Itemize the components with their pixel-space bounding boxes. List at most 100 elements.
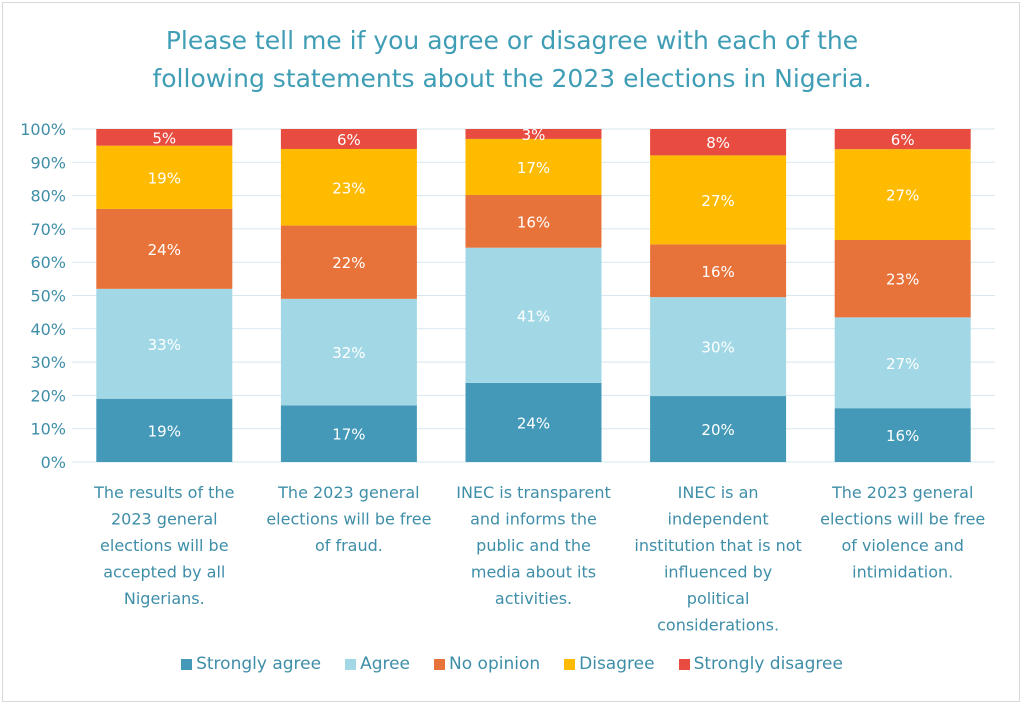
data-label: 30% <box>701 339 734 357</box>
chart-title: Please tell me if you agree or disagree … <box>0 22 1024 98</box>
category-label: considerations. <box>657 616 779 635</box>
category-label: and informs the <box>470 510 597 529</box>
legend-swatch <box>345 658 357 670</box>
bar-segment <box>280 129 417 149</box>
bar-segment <box>650 129 787 156</box>
chart-title-line-2: following statements about the 2023 elec… <box>152 64 872 93</box>
data-label: 32% <box>332 344 365 362</box>
data-label: 16% <box>517 213 550 231</box>
y-tick-label: 0% <box>41 453 66 472</box>
chart-title-line-1: Please tell me if you agree or disagree … <box>165 26 859 55</box>
data-label: 27% <box>886 355 919 373</box>
data-label: 20% <box>701 421 734 439</box>
y-tick-label: 70% <box>30 220 66 239</box>
bar-segment <box>834 149 971 240</box>
legend-swatch <box>181 658 193 670</box>
legend-item: No opinion <box>434 654 540 674</box>
category-label: independent <box>668 510 769 529</box>
data-label: 16% <box>701 263 734 281</box>
data-label: 19% <box>148 422 181 440</box>
category-label: of fraud. <box>315 536 383 555</box>
legend-swatch <box>564 658 576 670</box>
y-tick-label: 20% <box>30 386 66 405</box>
data-label: 6% <box>337 131 361 149</box>
legend-item: Strongly agree <box>181 654 321 674</box>
category-label: media about its <box>471 563 596 582</box>
legend-swatch <box>678 658 690 670</box>
legend-item: Agree <box>345 654 410 674</box>
legend-label: Strongly disagree <box>693 654 843 674</box>
category-label: The 2023 general <box>831 483 973 502</box>
legend-swatch <box>434 658 446 670</box>
bar-segment <box>280 298 417 406</box>
bar-segment <box>650 155 787 245</box>
y-tick-label: 80% <box>30 187 66 206</box>
bar-segment <box>650 396 787 462</box>
data-label: 24% <box>517 414 550 432</box>
y-tick-label: 100% <box>20 120 66 139</box>
data-label: 27% <box>701 192 734 210</box>
y-tick-label: 50% <box>30 287 66 306</box>
category-label: activities. <box>495 589 572 608</box>
bar-segment <box>280 225 417 299</box>
bar-segment <box>650 244 787 298</box>
y-tick-label: 40% <box>30 320 66 339</box>
category-label: elections will be free <box>266 510 431 529</box>
data-label: 27% <box>886 187 919 205</box>
data-label: 23% <box>332 179 365 197</box>
data-label: 24% <box>148 241 181 259</box>
bar-segment <box>96 129 233 146</box>
category-label: The 2023 general <box>277 483 419 502</box>
category-label: INEC is transparent <box>456 483 611 502</box>
category-label: of violence and <box>841 536 963 555</box>
bar-segment <box>465 194 602 248</box>
legend-item: Strongly disagree <box>678 654 843 674</box>
bar-segment <box>96 288 233 399</box>
data-label: 33% <box>148 336 181 354</box>
legend-label: No opinion <box>449 654 541 674</box>
category-label: public and the <box>476 536 591 555</box>
legend-label: Strongly agree <box>196 654 322 674</box>
bar-segment <box>834 129 971 150</box>
bar-segment <box>650 297 787 397</box>
bar-segment <box>280 405 417 462</box>
bar-segment <box>280 148 417 226</box>
data-label: 17% <box>517 159 550 177</box>
legend-label: Agree <box>360 654 411 674</box>
category-label: 2023 general <box>111 510 218 529</box>
bar-segment <box>96 208 233 289</box>
category-label: accepted by all <box>103 563 225 582</box>
category-label: Nigerians. <box>124 589 205 608</box>
legend: Strongly agree Agree No opinion Disagree Str… <box>0 654 1024 674</box>
legend-item: Disagree <box>564 654 655 674</box>
y-tick-label: 30% <box>30 353 66 372</box>
category-label: intimidation. <box>852 563 953 582</box>
category-label: political <box>687 589 750 608</box>
bar-segment <box>465 382 602 462</box>
data-label: 22% <box>332 254 365 272</box>
data-label: 41% <box>517 307 550 325</box>
data-label: 5% <box>152 129 176 147</box>
category-label: INEC is an <box>678 483 759 502</box>
category-label: elections will be <box>100 536 229 555</box>
y-tick-label: 90% <box>30 153 66 172</box>
data-label: 6% <box>891 131 915 149</box>
category-label: The results of the <box>93 483 234 502</box>
data-label: 19% <box>148 169 181 187</box>
y-tick-label: 60% <box>30 253 66 272</box>
bar-segment <box>834 240 971 318</box>
data-label: 8% <box>706 134 730 152</box>
data-label: 3% <box>522 126 546 144</box>
data-label: 17% <box>332 426 365 444</box>
bar-segment <box>96 145 233 209</box>
category-label: institution that is not <box>634 536 801 555</box>
bar-segment <box>834 317 971 409</box>
legend-label: Disagree <box>579 654 655 674</box>
data-label: 23% <box>886 271 919 289</box>
bar-segment <box>465 138 602 195</box>
category-label: influenced by <box>664 563 772 582</box>
bar-segment <box>465 247 602 383</box>
bar-segment <box>834 408 971 462</box>
bar-segment <box>465 129 602 139</box>
